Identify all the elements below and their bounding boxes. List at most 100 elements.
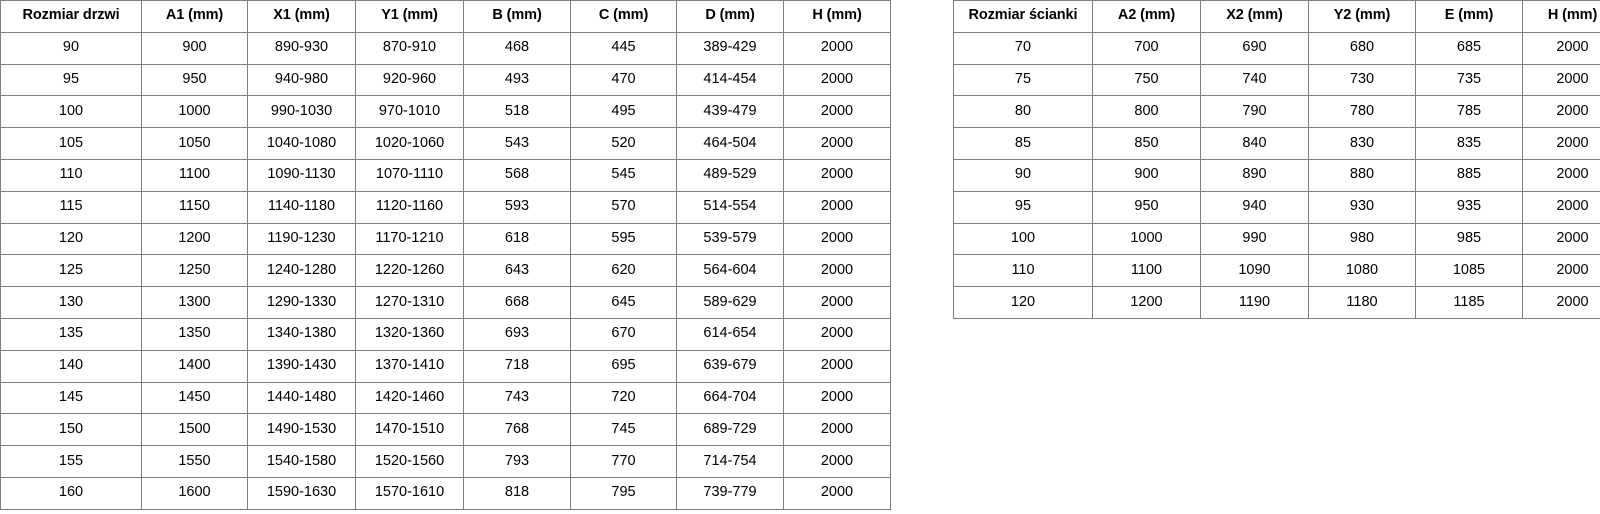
table-cell: 643: [463, 254, 571, 288]
table-cell: 1180: [1308, 286, 1416, 319]
table-cell: 940-980: [247, 63, 356, 97]
table-cell: 1050: [141, 127, 248, 160]
door-size-specification-table: Rozmiar drzwi A1 (mm) X1 (mm) Y1 (mm) B (mm)…: [0, 0, 891, 510]
row-label-cell: 140: [0, 349, 142, 383]
table-row: 100 1000 990 980 985 2000: [953, 222, 1600, 256]
row-label-cell: 95: [953, 190, 1093, 224]
table-cell: 570: [570, 190, 677, 224]
table-cell: 1420-1460: [355, 381, 464, 415]
table-cell: 2000: [1522, 63, 1600, 97]
table-cell: 464-504: [676, 127, 784, 160]
table-row: 155 1550 1540-1580 1520-1560 793 770 714-754 20…: [0, 445, 891, 478]
table-row: 125 1250 1240-1280 1220-1260 643 620 564-604 20…: [0, 254, 891, 288]
row-label-cell: 155: [0, 445, 142, 478]
table-cell: 2000: [1522, 286, 1600, 319]
table-row: 130 1300 1290-1330 1270-1310 668 645 589-629 20…: [0, 286, 891, 319]
table-cell: 2000: [1522, 127, 1600, 160]
table-cell: 785: [1415, 95, 1523, 129]
table-cell: 668: [463, 286, 571, 319]
table-cell: 1085: [1415, 254, 1523, 288]
column-header: H (mm): [1522, 0, 1600, 33]
row-label-cell: 90: [0, 31, 142, 65]
column-header: A1 (mm): [141, 0, 248, 33]
table-cell: 1520-1560: [355, 445, 464, 478]
table-cell: 564-604: [676, 254, 784, 288]
table-cell: 439-479: [676, 95, 784, 129]
table-cell: 740: [1200, 63, 1309, 97]
row-label-cell: 145: [0, 381, 142, 415]
table-cell: 2000: [783, 127, 891, 160]
table-cell: 493: [463, 63, 571, 97]
door-table-header: Rozmiar drzwi A1 (mm) X1 (mm) Y1 (mm) B (mm)…: [0, 0, 891, 33]
table-row: 95 950 940-980 920-960 493 470 414-454 2000: [0, 63, 891, 97]
column-header: Rozmiar ścianki: [953, 0, 1093, 33]
table-cell: 2000: [783, 158, 891, 192]
column-header: Y1 (mm): [355, 0, 464, 33]
table-cell: 595: [570, 222, 677, 256]
table-cell: 1450: [141, 381, 248, 415]
table-row: 95 950 940 930 935 2000: [953, 190, 1600, 224]
row-label-cell: 80: [953, 95, 1093, 129]
table-cell: 620: [570, 254, 677, 288]
column-header: H (mm): [783, 0, 891, 33]
table-cell: 1020-1060: [355, 127, 464, 160]
table-cell: 795: [570, 476, 677, 510]
table-cell: 730: [1308, 63, 1416, 97]
table-cell: 1570-1610: [355, 476, 464, 510]
table-cell: 2000: [783, 254, 891, 288]
table-cell: 2000: [783, 317, 891, 351]
row-label-cell: 70: [953, 31, 1093, 65]
table-cell: 830: [1308, 127, 1416, 160]
table-row: 90 900 890-930 870-910 468 445 389-429 2000: [0, 31, 891, 65]
table-cell: 2000: [783, 286, 891, 319]
table-cell: 2000: [783, 95, 891, 129]
table-cell: 2000: [783, 476, 891, 510]
table-cell: 539-579: [676, 222, 784, 256]
table-cell: 593: [463, 190, 571, 224]
table-cell: 1220-1260: [355, 254, 464, 288]
table-cell: 1150: [141, 190, 248, 224]
table-cell: 718: [463, 349, 571, 383]
table-cell: 2000: [783, 381, 891, 415]
table-cell: 520: [570, 127, 677, 160]
table-cell: 870-910: [355, 31, 464, 65]
table-cell: 790: [1200, 95, 1309, 129]
row-label-cell: 105: [0, 127, 142, 160]
column-header: Rozmiar drzwi: [0, 0, 142, 33]
table-cell: 840: [1200, 127, 1309, 160]
table-cell: 2000: [1522, 95, 1600, 129]
table-cell: 1140-1180: [247, 190, 356, 224]
table-cell: 1290-1330: [247, 286, 356, 319]
column-header: X2 (mm): [1200, 0, 1309, 33]
table-cell: 589-629: [676, 286, 784, 319]
table-cell: 950: [141, 63, 248, 97]
table-cell: 1550: [141, 445, 248, 478]
table-cell: 1320-1360: [355, 317, 464, 351]
table-cell: 985: [1415, 222, 1523, 256]
table-cell: 2000: [783, 349, 891, 383]
table-cell: 714-754: [676, 445, 784, 478]
table-cell: 935: [1415, 190, 1523, 224]
table-cell: 1400: [141, 349, 248, 383]
door-table-body: 90 900 890-930 870-910 468 445 389-429 2000 95 95…: [0, 31, 891, 510]
table-cell: 495: [570, 95, 677, 129]
table-cell: 670: [570, 317, 677, 351]
table-cell: 950: [1092, 190, 1201, 224]
table-cell: 900: [141, 31, 248, 65]
table-cell: 739-779: [676, 476, 784, 510]
table-cell: 1350: [141, 317, 248, 351]
table-cell: 2000: [783, 413, 891, 447]
table-cell: 750: [1092, 63, 1201, 97]
table-row: 90 900 890 880 885 2000: [953, 158, 1600, 192]
table-cell: 1000: [1092, 222, 1201, 256]
table-cell: 689-729: [676, 413, 784, 447]
table-cell: 2000: [1522, 254, 1600, 288]
wall-panel-size-specification-table: Rozmiar ścianki A2 (mm) X2 (mm) Y2 (mm) E (m…: [953, 0, 1600, 319]
table-cell: 514-554: [676, 190, 784, 224]
table-cell: 885: [1415, 158, 1523, 192]
table-header-row: Rozmiar drzwi A1 (mm) X1 (mm) Y1 (mm) B (mm)…: [0, 0, 891, 33]
table-row: 85 850 840 830 835 2000: [953, 127, 1600, 160]
table-cell: 543: [463, 127, 571, 160]
table-cell: 690: [1200, 31, 1309, 65]
row-label-cell: 90: [953, 158, 1093, 192]
